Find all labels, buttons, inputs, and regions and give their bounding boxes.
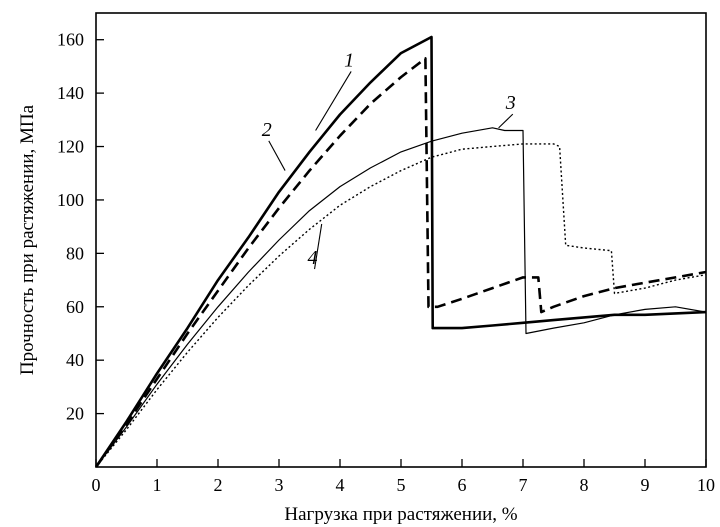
y-tick-label: 60 xyxy=(66,297,84,317)
series-line-1 xyxy=(96,37,706,467)
axis-ticks xyxy=(96,40,706,467)
curve-label-2: 2 xyxy=(262,119,272,141)
series-layer xyxy=(96,37,706,467)
x-tick-label: 6 xyxy=(458,475,467,495)
y-tick-label: 80 xyxy=(66,243,84,263)
annotation-leader xyxy=(499,114,513,128)
annotation-layer: 1 2 3 4 xyxy=(262,49,516,269)
x-axis-title: Нагрузка при растяжении, % xyxy=(284,504,517,525)
y-tick-label: 160 xyxy=(57,30,84,50)
x-tick-label: 10 xyxy=(697,475,715,495)
series-line-4 xyxy=(96,144,706,467)
x-tick-label: 4 xyxy=(336,475,345,495)
series-line-2 xyxy=(96,58,706,467)
y-tick-label: 40 xyxy=(66,350,84,370)
tick-labels: 0 1 2 3 4 5 6 7 8 9 10 20 40 60 80 100 120 140 160 xyxy=(57,30,715,495)
curve-label-4: 4 xyxy=(308,247,318,269)
y-tick-label: 120 xyxy=(57,137,84,157)
series-line-3 xyxy=(96,128,706,467)
x-tick-label: 2 xyxy=(214,475,223,495)
curve-label-1: 1 xyxy=(344,49,354,71)
y-axis-title: Прочность при растяжении, МПа xyxy=(17,104,38,375)
x-tick-label: 7 xyxy=(519,475,528,495)
x-tick-label: 9 xyxy=(641,475,650,495)
annotation-leader xyxy=(269,141,285,171)
x-tick-label: 0 xyxy=(92,475,101,495)
x-tick-label: 5 xyxy=(397,475,406,495)
y-tick-label: 100 xyxy=(57,190,84,210)
x-tick-label: 8 xyxy=(580,475,589,495)
x-tick-label: 3 xyxy=(275,475,284,495)
y-tick-label: 140 xyxy=(57,83,84,103)
y-tick-label: 20 xyxy=(66,404,84,424)
x-tick-label: 1 xyxy=(153,475,162,495)
curve-label-3: 3 xyxy=(505,92,516,114)
plot-frame xyxy=(96,13,706,467)
